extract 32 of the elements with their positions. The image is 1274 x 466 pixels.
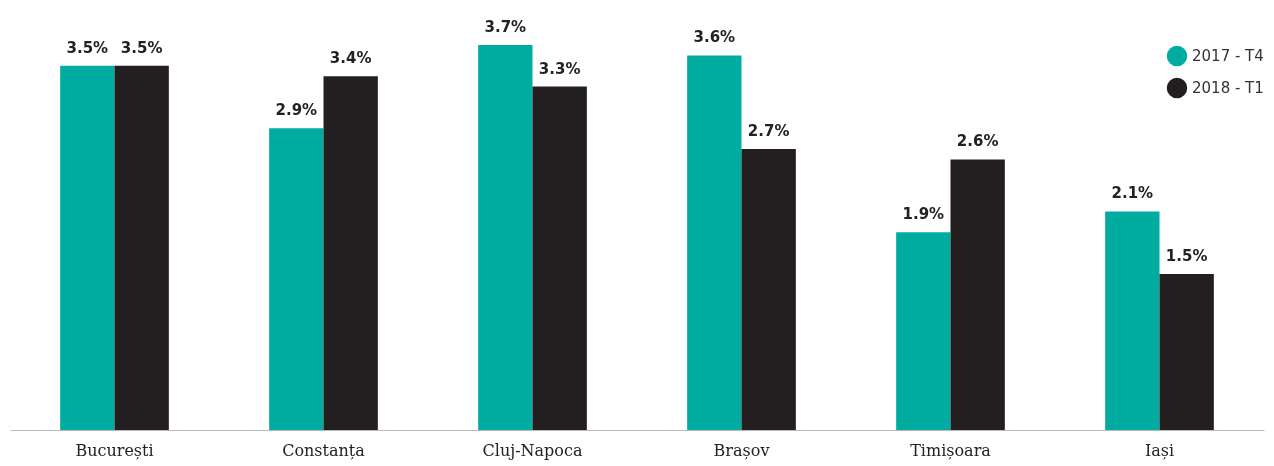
- data-label: 3.6%: [693, 28, 736, 47]
- x-tick-label: Brașov: [713, 440, 770, 460]
- bar: [741, 149, 796, 430]
- data-label: 3.5%: [120, 38, 163, 57]
- data-label: 2.1%: [1111, 184, 1154, 203]
- x-tick-label: Iași: [1144, 440, 1175, 460]
- bar: [60, 65, 115, 430]
- bar: [950, 159, 1005, 430]
- legend-label: 2017 - T4: [1192, 47, 1264, 65]
- bar: [114, 65, 169, 430]
- bar: [532, 86, 587, 430]
- data-label: 1.9%: [902, 205, 945, 224]
- data-label: 1.5%: [1165, 246, 1208, 265]
- data-label: 3.7%: [484, 18, 527, 36]
- bar: [323, 76, 378, 430]
- x-tick-label: Cluj-Napoca: [482, 440, 583, 460]
- data-label: 2.6%: [956, 132, 999, 151]
- x-tick-label: Constanța: [282, 440, 366, 460]
- data-label: 3.5%: [66, 38, 109, 57]
- bar: [896, 232, 951, 430]
- bar: [1159, 273, 1214, 430]
- data-label: 2.7%: [747, 122, 790, 141]
- data-label: 2.9%: [275, 101, 318, 120]
- data-label: 3.3%: [538, 59, 581, 78]
- data-label: 3.4%: [329, 49, 372, 68]
- bar: [269, 128, 324, 430]
- x-tick-label: Timișoara: [910, 440, 992, 460]
- x-tick-label: București: [75, 440, 154, 460]
- bar: [1105, 211, 1160, 430]
- bar: [687, 55, 742, 430]
- legend-label: 2018 - T1: [1192, 79, 1264, 97]
- bar: [478, 45, 533, 430]
